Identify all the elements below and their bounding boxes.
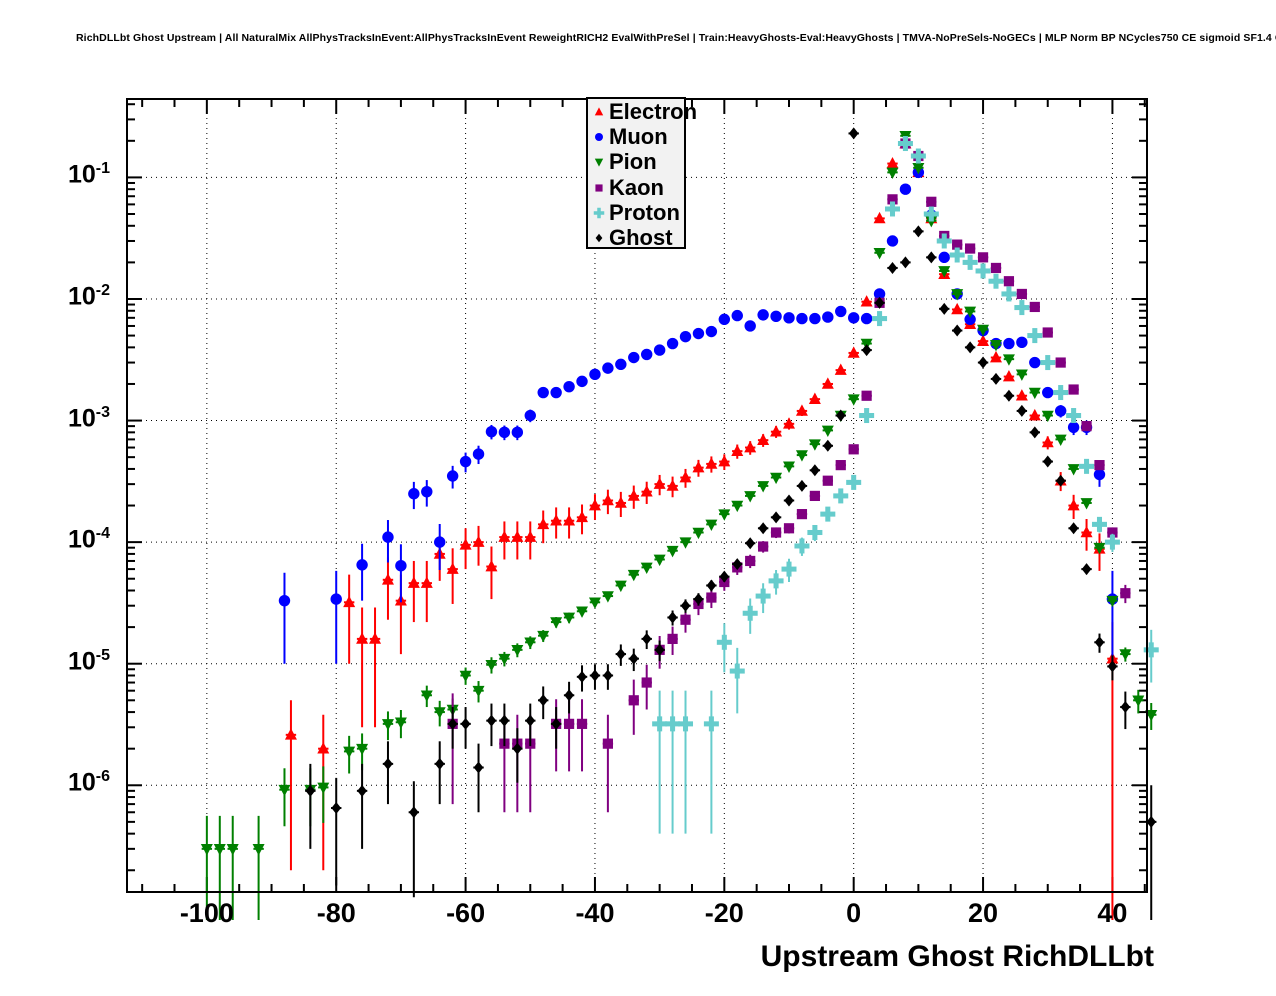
x-axis-tick-label: -40 (575, 898, 615, 928)
circle-icon (591, 129, 607, 145)
legend-label: Pion (609, 149, 657, 175)
triangle-up-icon (591, 104, 607, 120)
x-axis-tick-label: 0 (846, 898, 862, 928)
triangle-down-icon (591, 154, 607, 170)
square-icon (591, 180, 607, 196)
x-axis-tick-label: 40 (1097, 898, 1128, 928)
legend-item-kaon[interactable]: Kaon (588, 175, 684, 200)
cross-icon (591, 205, 607, 221)
legend-label: Electron (609, 98, 698, 124)
page-title: RichDLLbt Ghost Upstream | All NaturalMi… (76, 32, 1276, 44)
x-axis-tick-label: -100 (179, 898, 234, 928)
y-axis-tick-label: 10-5 (67, 646, 110, 676)
diamond-icon (591, 230, 607, 246)
y-axis-tick-label: 10-1 (67, 160, 110, 189)
x-axis-tick-label: 20 (968, 898, 999, 928)
legend: Electron Muon Pion Kaon Proton Ghost (586, 97, 697, 250)
legend-item-ghost[interactable]: Ghost (588, 225, 684, 250)
x-axis-tick-label: -20 (704, 898, 744, 928)
data-points (200, 127, 1159, 920)
legend-label: Kaon (609, 174, 664, 200)
x-axis-tick-label: -60 (446, 898, 486, 928)
x-axis-tick-label: -80 (316, 898, 356, 928)
legend-label: Proton (609, 199, 680, 225)
legend-item-muon[interactable]: Muon (588, 124, 684, 149)
legend-item-pion[interactable]: Pion (588, 150, 684, 175)
legend-label: Muon (609, 123, 668, 149)
y-axis-tick-label: 10-3 (67, 403, 110, 432)
y-axis-tick-label: 10-6 (67, 768, 110, 797)
y-axis-tick-label: 10-4 (67, 525, 110, 554)
y-axis-tick-label: 10-2 (67, 281, 110, 311)
legend-item-proton[interactable]: Proton (588, 200, 684, 225)
x-axis-title: Upstream Ghost RichDLLbt (760, 940, 1154, 973)
legend-label: Ghost (609, 225, 673, 251)
legend-item-electron[interactable]: Electron (588, 99, 697, 124)
